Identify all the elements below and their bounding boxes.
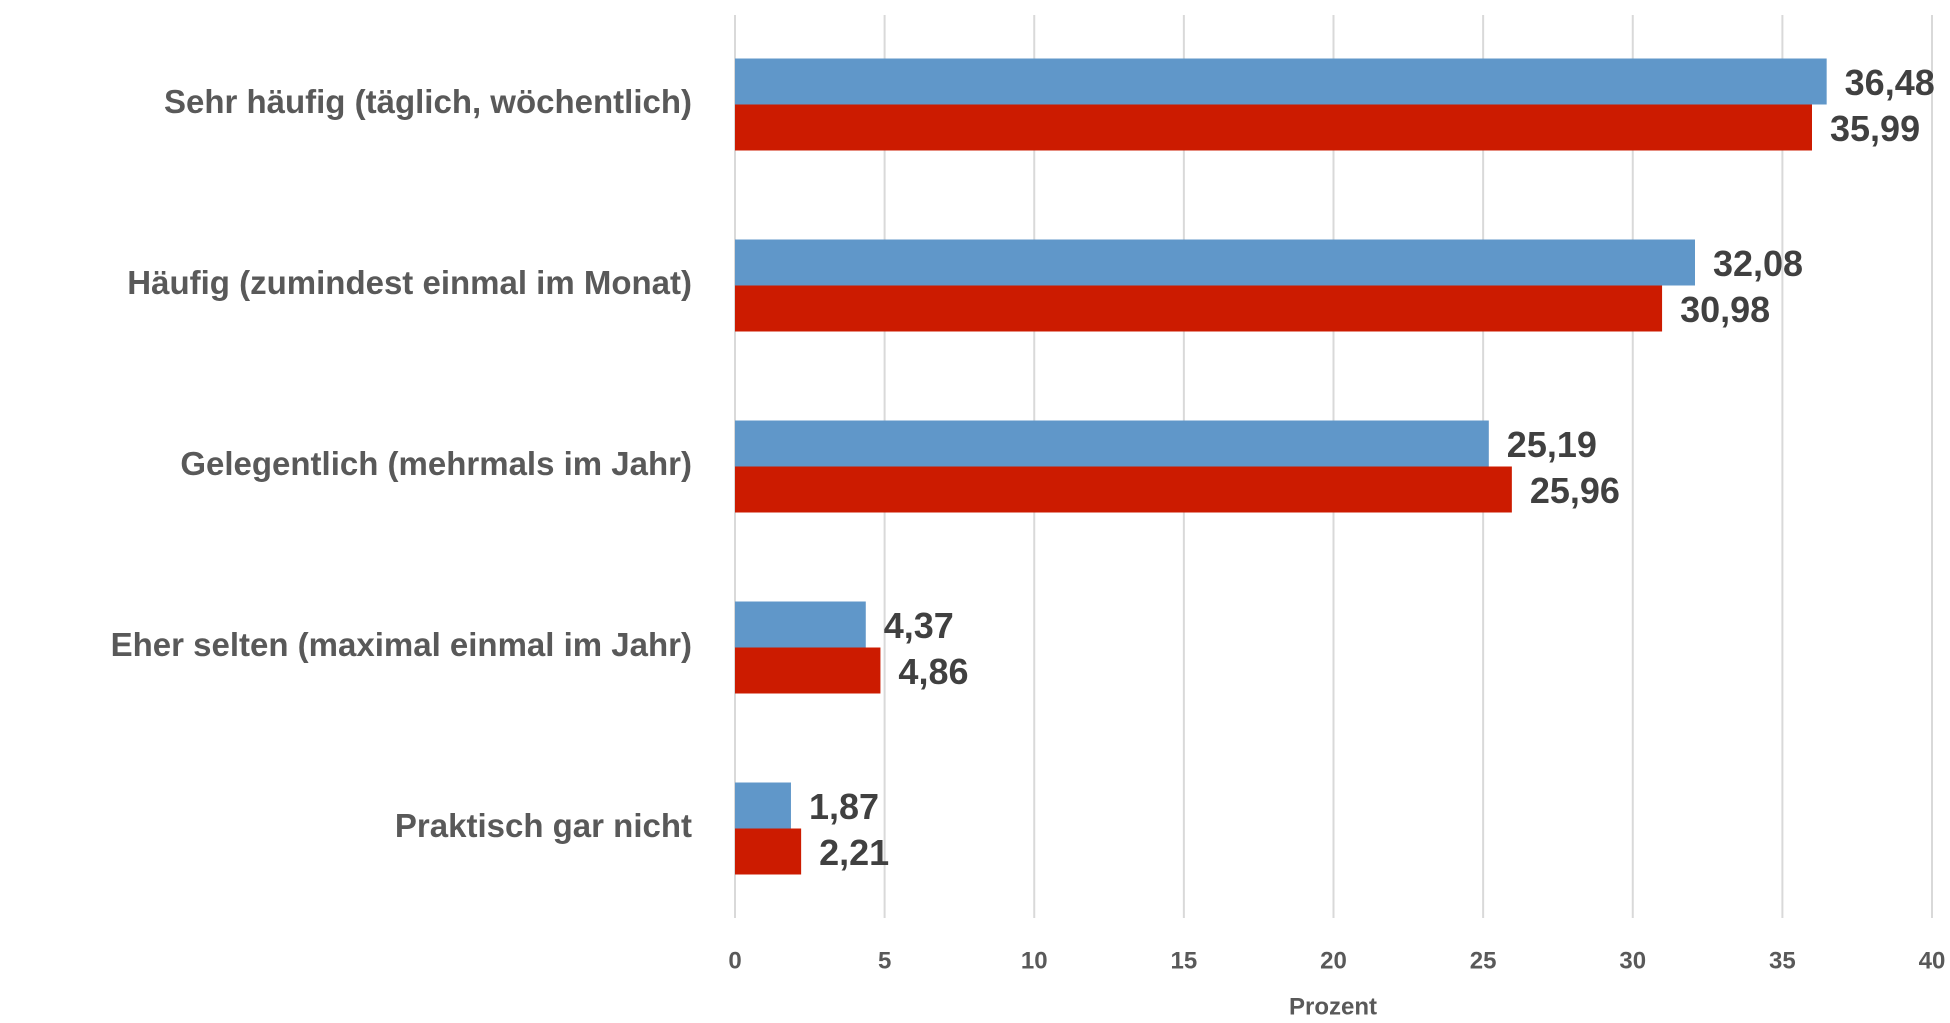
- category-label: Gelegentlich (mehrmals im Jahr): [180, 445, 692, 482]
- value-label: 4,86: [898, 651, 968, 692]
- x-tick-label: 10: [1021, 947, 1048, 974]
- category-label: Häufig (zumindest einmal im Monat): [127, 264, 692, 301]
- bar: [735, 104, 1813, 151]
- bar: [735, 58, 1827, 105]
- value-label: 36,48: [1845, 62, 1935, 103]
- bar: [735, 285, 1663, 332]
- value-label: 35,99: [1830, 108, 1920, 149]
- x-tick-label: 15: [1171, 947, 1198, 974]
- x-tick-label: 20: [1320, 947, 1347, 974]
- category-label: Sehr häufig (täglich, wöchentlich): [164, 83, 692, 120]
- category-label: Praktisch gar nicht: [395, 807, 692, 844]
- x-axis-title: Prozent: [1289, 993, 1377, 1020]
- bar: [735, 466, 1512, 513]
- value-label: 4,37: [884, 605, 954, 646]
- value-label: 32,08: [1713, 243, 1803, 284]
- bar: [735, 601, 866, 648]
- category-label: Eher selten (maximal einmal im Jahr): [111, 626, 692, 663]
- bar: [735, 239, 1695, 286]
- value-label: 1,87: [809, 786, 879, 827]
- x-tick-label: 35: [1769, 947, 1796, 974]
- bar: [735, 782, 791, 829]
- x-tick-label: 30: [1619, 947, 1646, 974]
- bar: [735, 420, 1489, 467]
- x-tick-label: 0: [728, 947, 741, 974]
- value-label: 2,21: [819, 832, 889, 873]
- x-tick-label: 5: [878, 947, 891, 974]
- bar: [735, 828, 802, 875]
- x-tick-label: 40: [1919, 947, 1946, 974]
- bar: [735, 647, 881, 694]
- value-label: 30,98: [1680, 289, 1770, 330]
- value-label: 25,19: [1507, 424, 1597, 465]
- x-tick-label: 25: [1470, 947, 1497, 974]
- value-label: 25,96: [1530, 470, 1620, 511]
